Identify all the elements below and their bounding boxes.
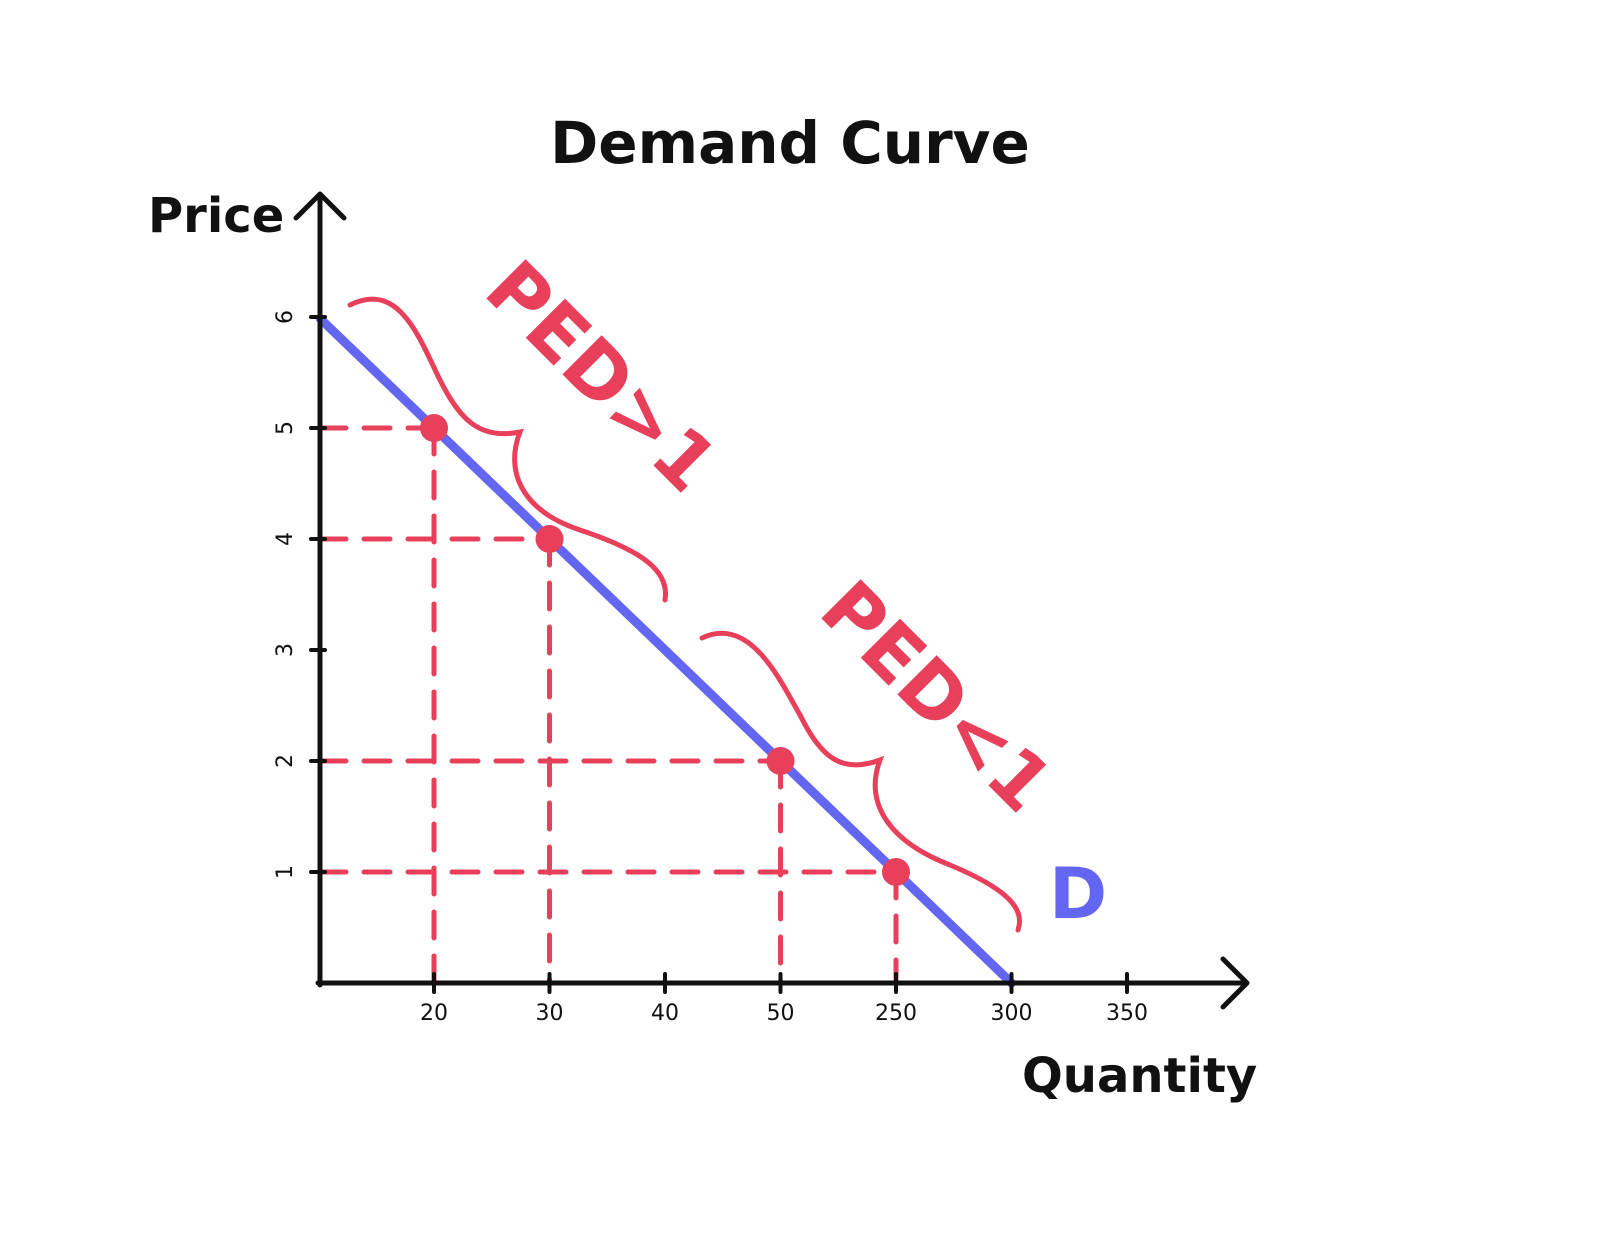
x-ticks: 20 30 40 50 250 300 350 [420, 972, 1148, 1026]
y-tick-label: 6 [273, 310, 298, 324]
x-tick-label: 250 [875, 1001, 917, 1026]
data-point [420, 414, 448, 442]
ped-inelastic-brace [699, 630, 1022, 933]
x-tick-label: 300 [991, 1001, 1033, 1026]
x-axis-arrow-icon [1220, 956, 1250, 1010]
chart-title: Demand Curve [550, 109, 1030, 177]
y-tick-label: 3 [273, 643, 298, 657]
x-tick-label: 30 [536, 1001, 564, 1026]
x-tick-label: 40 [651, 1001, 679, 1026]
y-tick-label: 4 [273, 532, 298, 546]
y-axis-arrow-icon [293, 191, 347, 221]
demand-series-label: D [1049, 853, 1107, 935]
y-axis-label: Price [148, 188, 284, 244]
x-axis-label: Quantity [1022, 1048, 1257, 1104]
x-tick-label: 50 [767, 1001, 795, 1026]
y-ticks: 1 2 3 4 5 6 [273, 310, 327, 879]
data-point [535, 525, 564, 553]
ped-inelastic-label: PED<1 [804, 563, 1070, 829]
x-tick-label: 350 [1106, 1001, 1148, 1026]
data-point [766, 747, 795, 775]
y-tick-label: 5 [273, 421, 298, 435]
data-point [882, 858, 910, 886]
highlighted-points [420, 414, 910, 886]
ped-elastic-brace [347, 296, 669, 603]
annotations: PED>1 PED<1 D [347, 243, 1107, 935]
y-tick-label: 1 [273, 865, 298, 879]
dashed-guides [317, 425, 899, 986]
x-tick-label: 20 [420, 1001, 448, 1026]
ped-elastic-label: PED>1 [469, 243, 735, 509]
y-tick-label: 2 [273, 754, 298, 768]
